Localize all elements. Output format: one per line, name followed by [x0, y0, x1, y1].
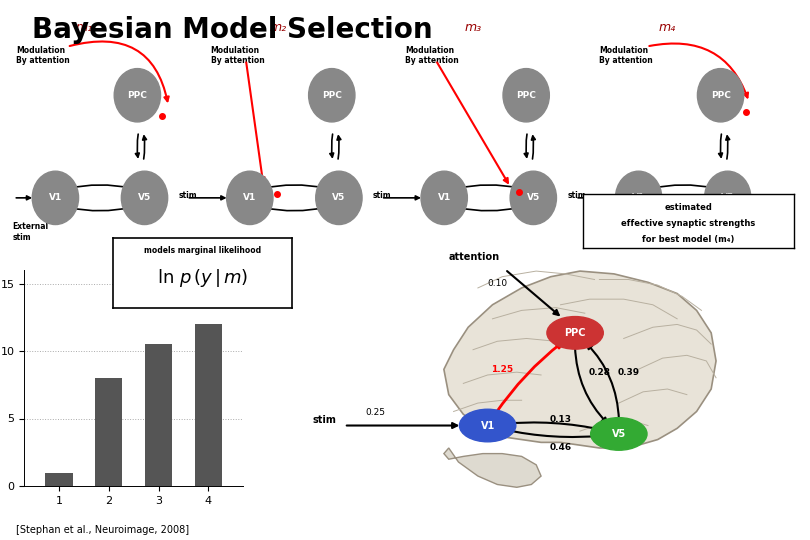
- Circle shape: [705, 171, 751, 225]
- Text: 0.39: 0.39: [617, 368, 640, 377]
- Bar: [194, 324, 222, 486]
- Circle shape: [316, 171, 362, 225]
- Text: models marginal likelihood: models marginal likelihood: [144, 246, 261, 255]
- Text: Modulation
By attention: Modulation By attention: [16, 46, 70, 65]
- Text: PPC: PPC: [127, 91, 147, 100]
- Circle shape: [32, 171, 79, 225]
- Circle shape: [510, 171, 556, 225]
- Text: PPC: PPC: [565, 328, 586, 338]
- Circle shape: [697, 69, 744, 122]
- Polygon shape: [444, 271, 716, 448]
- Text: V5: V5: [526, 193, 540, 202]
- Circle shape: [421, 171, 467, 225]
- Text: attention: attention: [449, 252, 500, 262]
- Text: estimated: estimated: [664, 202, 713, 212]
- Text: Modulation
By attention: Modulation By attention: [599, 46, 653, 65]
- Text: 0.28: 0.28: [588, 368, 611, 377]
- Text: stim: stim: [178, 191, 197, 200]
- Text: V5: V5: [612, 429, 626, 439]
- Text: effective synaptic strengths: effective synaptic strengths: [621, 219, 756, 228]
- Text: V5: V5: [721, 193, 735, 202]
- Text: V1: V1: [49, 193, 62, 202]
- Text: V1: V1: [480, 421, 495, 430]
- Circle shape: [227, 171, 273, 225]
- Bar: [145, 345, 173, 486]
- Circle shape: [503, 69, 549, 122]
- Text: 0.13: 0.13: [549, 415, 572, 424]
- Circle shape: [616, 171, 662, 225]
- Text: PPC: PPC: [516, 91, 536, 100]
- Text: V5: V5: [332, 193, 346, 202]
- Polygon shape: [444, 448, 541, 487]
- Text: m₃: m₃: [464, 21, 481, 33]
- Circle shape: [309, 69, 355, 122]
- Bar: [45, 472, 73, 486]
- Circle shape: [122, 171, 168, 225]
- Text: stim: stim: [373, 191, 391, 200]
- Circle shape: [114, 69, 160, 122]
- Text: V1: V1: [632, 193, 646, 202]
- Text: 0.10: 0.10: [488, 279, 507, 288]
- Text: PPC: PPC: [710, 91, 731, 100]
- Text: V1: V1: [243, 193, 257, 202]
- Circle shape: [590, 417, 647, 450]
- Text: 0.25: 0.25: [366, 408, 386, 417]
- Circle shape: [459, 409, 516, 442]
- Text: V5: V5: [138, 193, 151, 202]
- Bar: [95, 378, 122, 486]
- Text: m₄: m₄: [659, 21, 676, 33]
- Text: m₂: m₂: [270, 21, 287, 33]
- Text: Bayesian Model Selection: Bayesian Model Selection: [32, 16, 433, 44]
- Text: for best model (m₄): for best model (m₄): [642, 235, 735, 244]
- Text: PPC: PPC: [322, 91, 342, 100]
- Text: stim: stim: [313, 415, 336, 425]
- Text: stim: stim: [567, 191, 586, 200]
- Text: Modulation
By attention: Modulation By attention: [405, 46, 458, 65]
- Text: External
stim: External stim: [13, 222, 49, 242]
- Text: m₁: m₁: [75, 21, 92, 33]
- Text: [Stephan et al., Neuroimage, 2008]: [Stephan et al., Neuroimage, 2008]: [16, 524, 190, 535]
- Text: V1: V1: [437, 193, 451, 202]
- Text: Modulation
By attention: Modulation By attention: [211, 46, 264, 65]
- Circle shape: [547, 316, 603, 349]
- Text: 0.46: 0.46: [549, 443, 572, 453]
- Text: 1.25: 1.25: [491, 365, 514, 374]
- Text: $\ln\, p\,(y\,|\,m)$: $\ln\, p\,(y\,|\,m)$: [157, 267, 248, 289]
